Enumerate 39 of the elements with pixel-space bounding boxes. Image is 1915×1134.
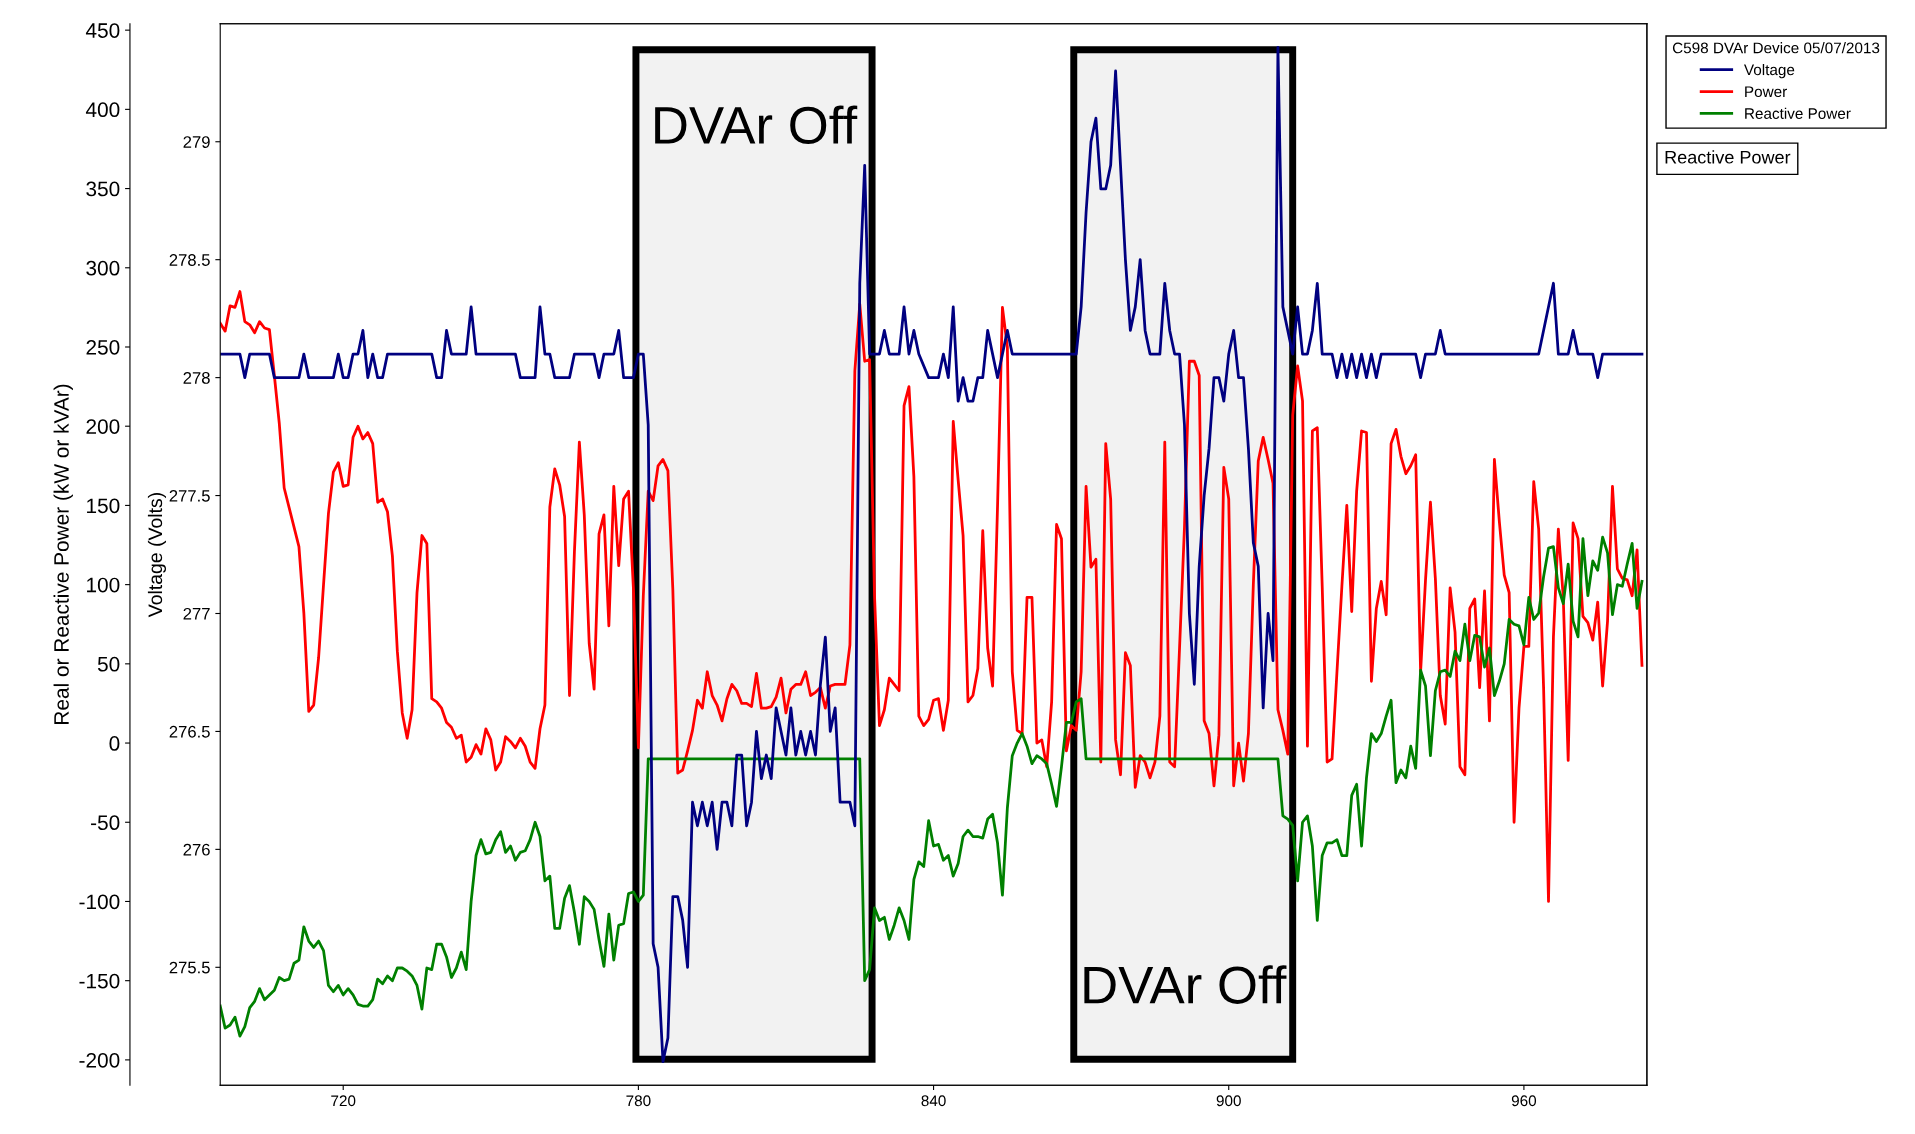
line-series xyxy=(220,535,1644,1038)
y-axis-title: Real or Reactive Power (kW or kVAr) xyxy=(53,384,73,724)
y-tick-label: 50 xyxy=(97,656,120,672)
text: Reactive Power xyxy=(1665,150,1791,164)
y2-tick-label: 278 xyxy=(183,372,210,384)
x-tick-label: 900 xyxy=(1216,1095,1241,1107)
y-tick-label: 0 xyxy=(109,736,120,751)
band-label: DVAr Off xyxy=(655,105,858,145)
y-tick-label: 200 xyxy=(86,419,120,434)
line-series xyxy=(220,46,1644,1064)
x-tick-label: 960 xyxy=(1511,1095,1537,1107)
y-tick-label: 250 xyxy=(86,340,120,355)
legend-label: Power xyxy=(1745,86,1787,98)
y2-axis-title: Voltage (Volts) xyxy=(147,493,167,618)
y-tick-label: -200 xyxy=(79,1052,120,1068)
band-label: DVAr Off xyxy=(1084,965,1287,1004)
legend-label: Voltage xyxy=(1743,63,1795,79)
y-tick-label: 300 xyxy=(86,260,120,276)
y-tick-label: 350 xyxy=(86,181,120,197)
y2-tick-label: 278.5 xyxy=(169,254,210,266)
y-tick-label: 450 xyxy=(85,23,120,38)
y2-tick-label: 276.5 xyxy=(169,725,210,738)
y-tick-label: 400 xyxy=(85,102,120,118)
y-tick-label: -100 xyxy=(79,894,120,910)
y2-tick-label: 275.5 xyxy=(169,961,210,974)
legend-label: Reactive Power xyxy=(1745,107,1851,119)
y-tick-label: 100 xyxy=(87,577,120,593)
y2-tick-label: 277 xyxy=(183,607,210,620)
line-series xyxy=(220,290,1644,903)
y-tick-label: -50 xyxy=(91,815,120,831)
y2-tick-label: 279 xyxy=(183,136,210,148)
y2-tick-label: 276 xyxy=(183,843,210,856)
x-tick-label: 780 xyxy=(626,1095,651,1107)
x-tick-label: 840 xyxy=(921,1095,946,1107)
y-tick-label: 150 xyxy=(87,498,120,514)
x-tick-label: 720 xyxy=(331,1095,356,1107)
y2-tick-label: 277.5 xyxy=(169,489,210,502)
y-tick-label: -150 xyxy=(79,973,120,989)
legend-title: C598 DVAr Device 05/07/2013 xyxy=(1672,42,1880,54)
